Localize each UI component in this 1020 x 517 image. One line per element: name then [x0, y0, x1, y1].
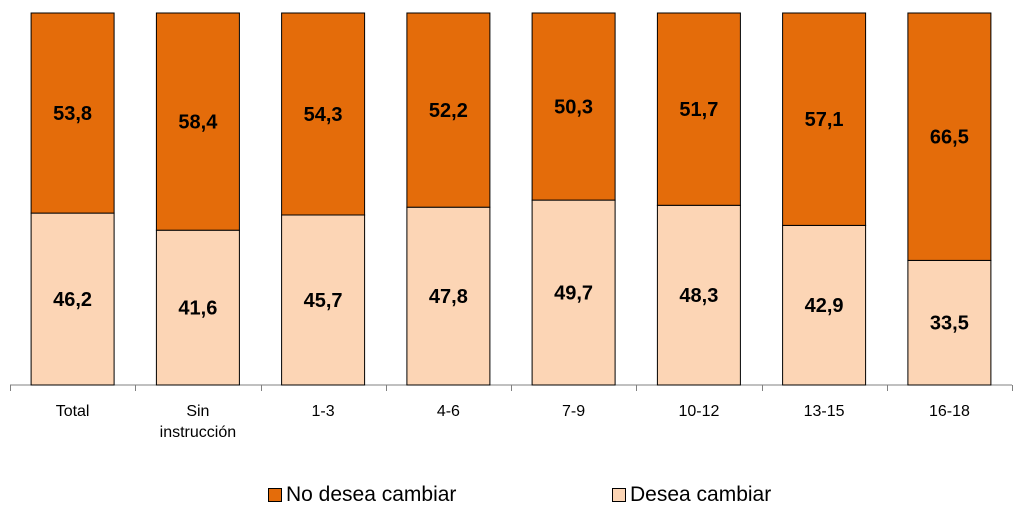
- x-tick-label: Sin instrucción: [160, 403, 236, 441]
- legend-label: Desea cambiar: [630, 483, 772, 506]
- data-label: 58,4: [178, 112, 218, 134]
- bar-segment-no-desea-cambiar: [281, 12, 366, 216]
- data-label: 54,3: [304, 104, 343, 126]
- bar-segment-desea-cambiar: [531, 199, 616, 386]
- bar-segment-no-desea-cambiar: [30, 12, 115, 214]
- data-label: 47,8: [429, 286, 468, 308]
- legend-item-desea-cambiar: Desea cambiar: [612, 483, 771, 507]
- data-label: 51,7: [679, 99, 718, 121]
- bar-segment-no-desea-cambiar: [782, 12, 867, 226]
- data-label: 50,3: [554, 97, 593, 119]
- bar-segment-desea-cambiar: [782, 224, 867, 386]
- data-label: 53,8: [53, 103, 92, 125]
- bar-segment-desea-cambiar: [155, 229, 240, 386]
- data-label: 41,6: [178, 298, 217, 320]
- data-label: 57,1: [805, 109, 844, 131]
- bar-segment-no-desea-cambiar: [656, 12, 741, 206]
- data-label: 66,5: [930, 127, 969, 149]
- data-label: 33,5: [930, 313, 969, 335]
- legend-swatch-desea-cambiar: [612, 488, 626, 502]
- x-tick-label: 16-18: [929, 403, 970, 420]
- stacked-bar-chart: 46,2 53,8 Total 41,6 58,4 Sin instrucción 45,7 5…: [10, 12, 1013, 441]
- legend-swatch-no-desea-cambiar: [268, 488, 282, 502]
- data-label: 46,2: [53, 289, 92, 311]
- bar-segment-no-desea-cambiar: [531, 12, 616, 201]
- bar-segment-no-desea-cambiar: [155, 12, 240, 231]
- bar-segment-no-desea-cambiar: [406, 12, 491, 208]
- x-tick-label: 7-9: [562, 403, 585, 420]
- x-tick-label: 13-15: [804, 403, 845, 420]
- x-tick-label: Total: [56, 403, 90, 420]
- bar-segment-desea-cambiar: [406, 206, 491, 386]
- legend-label: No desea cambiar: [286, 483, 457, 506]
- bar-segment-desea-cambiar: [281, 214, 366, 386]
- x-tick-label: 1-3: [312, 403, 335, 420]
- bar-segment-no-desea-cambiar: [907, 12, 992, 261]
- data-label: 49,7: [554, 283, 593, 305]
- data-label: 42,9: [805, 295, 844, 317]
- data-label: 45,7: [304, 290, 343, 312]
- legend: No desea cambiar Desea cambiar: [0, 483, 1020, 513]
- legend-item-no-desea-cambiar: No desea cambiar: [268, 483, 456, 507]
- data-label: 52,2: [429, 100, 468, 122]
- bar-segment-desea-cambiar: [656, 204, 741, 386]
- x-tick-label: 4-6: [437, 403, 460, 420]
- data-label: 48,3: [679, 285, 718, 307]
- x-tick-label: 10-12: [678, 403, 719, 420]
